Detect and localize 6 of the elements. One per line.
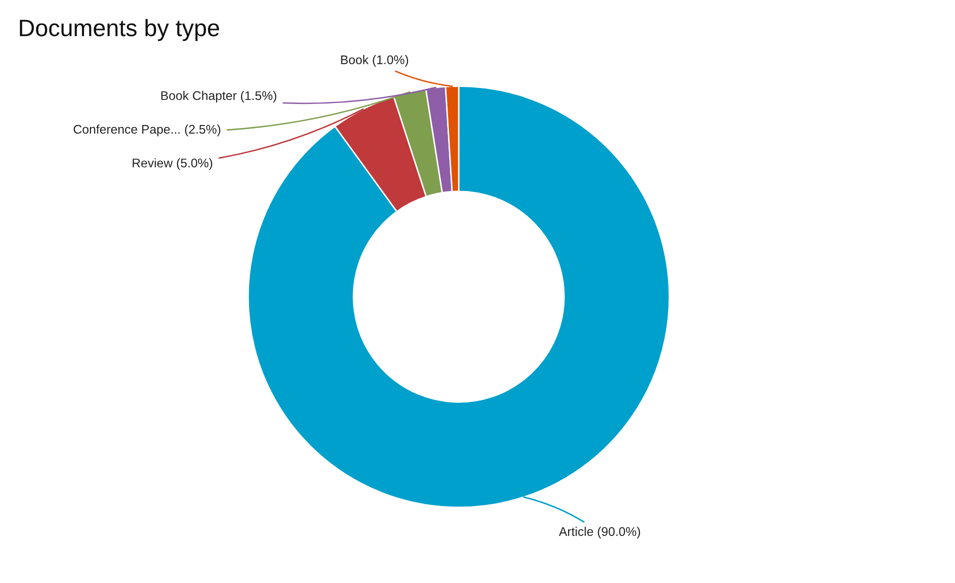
- slice-label: Conference Pape... (2.5%): [74, 124, 220, 136]
- slice-label: Review (5.0%): [132, 158, 212, 170]
- slice-label: Book Chapter (1.5%): [161, 90, 276, 103]
- chart-title: Documents by type: [20, 18, 220, 42]
- slice-label: Book (1.0%): [341, 55, 408, 67]
- slice-label: Article (90.0%): [558, 526, 640, 538]
